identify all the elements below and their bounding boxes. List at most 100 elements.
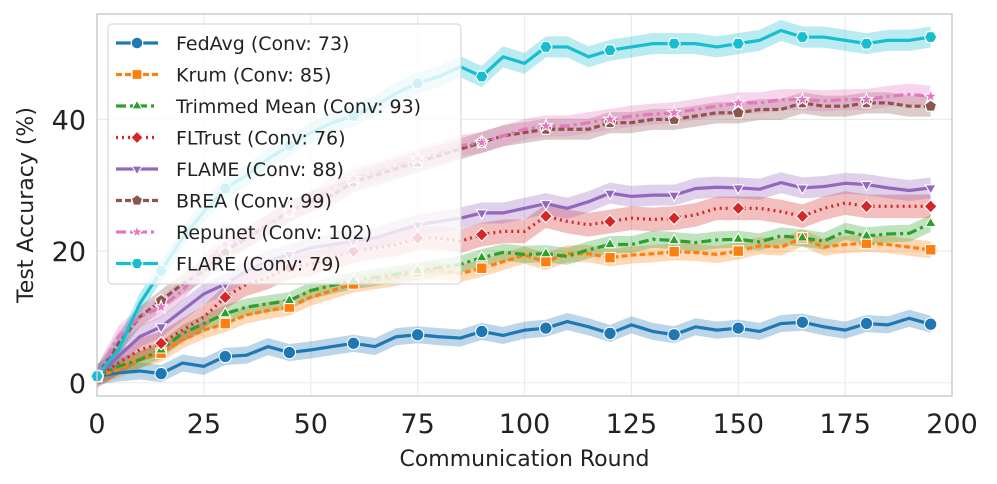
point-fedavg <box>667 327 681 342</box>
y-axis-label: Test Accuracy (%) <box>14 107 39 304</box>
point-fltrust <box>474 227 490 242</box>
point-krum <box>924 243 937 256</box>
legend-marker-krum <box>131 69 143 80</box>
point-fedavg <box>539 321 553 335</box>
legend-marker-flare <box>130 257 144 270</box>
tick-labels: 0 25 50 75 100 125 150 175 200 0 20 40 <box>52 105 978 440</box>
point-flare <box>667 37 681 50</box>
legend-label-brea: BREA (Conv: 99) <box>176 191 332 213</box>
y-tick-label: 40 <box>52 105 86 136</box>
line-fltrust <box>96 201 931 378</box>
point-repunet <box>922 87 939 104</box>
point-fltrust <box>859 199 874 214</box>
legend-label-fedavg: FedAvg (Conv: 73) <box>176 33 349 55</box>
point-flare <box>539 41 553 53</box>
point-trimmed-mean <box>539 246 553 258</box>
line-trimmed-mean <box>96 221 932 378</box>
point-fedavg <box>154 366 168 381</box>
point-flare <box>859 37 874 50</box>
y-tick-label: 0 <box>69 369 86 400</box>
point-repunet <box>730 94 747 110</box>
x-tick-label: 25 <box>187 409 221 440</box>
point-trimmed-mean <box>283 293 296 305</box>
legend-label-trimmed-mean: Trimmed Mean (Conv: 93) <box>175 96 421 118</box>
legend-marker-fltrust <box>130 130 144 145</box>
point-krum <box>540 255 552 268</box>
point-fltrust <box>666 210 682 226</box>
line-fedavg <box>96 316 932 378</box>
point-krum <box>475 262 488 275</box>
point-repunet <box>666 104 683 120</box>
legend-label-repunet: Repunet (Conv: 102) <box>176 222 372 244</box>
point-fedavg <box>474 324 489 339</box>
point-fltrust <box>217 289 233 305</box>
band-flame <box>97 172 931 387</box>
point-trimmed-mean <box>603 237 617 249</box>
point-flare <box>923 31 938 43</box>
legend: FedAvg (Conv: 73) Krum (Conv: 85) Trimmed … <box>107 23 462 285</box>
point-krum <box>732 245 745 257</box>
point-flame <box>603 189 617 201</box>
plot-frame <box>96 13 953 397</box>
band-fltrust <box>97 191 931 389</box>
point-fedavg <box>923 317 938 331</box>
point-brea <box>731 105 745 119</box>
point-flame <box>731 184 745 196</box>
legend-marker-brea <box>130 194 144 206</box>
legend-label-krum: Krum (Conv: 85) <box>176 65 331 87</box>
point-fedavg <box>282 345 297 360</box>
legend-label-fltrust: FLTrust (Conv: 76) <box>176 128 346 150</box>
point-fltrust <box>602 214 618 229</box>
point-repunet <box>794 91 811 107</box>
point-fedavg <box>346 336 361 351</box>
legend-marker-flame <box>131 165 143 176</box>
legend-marker-trimmed-mean <box>131 99 143 110</box>
point-repunet <box>153 298 170 314</box>
point-fltrust <box>538 208 554 224</box>
legend-label-flare: FLARE (Conv: 79) <box>176 254 341 276</box>
point-fedavg <box>859 316 874 331</box>
point-fltrust <box>795 208 810 224</box>
y-tick-label: 20 <box>52 237 86 268</box>
point-flare <box>474 70 489 83</box>
point-flame <box>796 184 809 196</box>
point-fltrust <box>153 336 169 351</box>
point-repunet <box>601 110 619 127</box>
point-brea <box>924 99 938 112</box>
point-krum <box>668 245 680 258</box>
x-axis-label: Communication Round <box>399 447 649 472</box>
point-trimmed-mean <box>667 233 681 245</box>
point-fedavg <box>410 327 425 342</box>
point-trimmed-mean <box>860 228 873 240</box>
point-flare <box>795 31 810 43</box>
point-krum <box>604 251 616 264</box>
point-fedavg <box>603 326 617 341</box>
legend-marker-repunet <box>129 223 145 239</box>
point-trimmed-mean <box>475 250 489 262</box>
point-trimmed-mean <box>796 230 809 242</box>
point-trimmed-mean <box>731 231 745 243</box>
point-repunet <box>858 91 875 107</box>
point-flame <box>475 209 489 221</box>
point-repunet <box>473 133 490 150</box>
line-krum <box>96 236 931 378</box>
legend-label-flame: FLAME (Conv: 88) <box>176 159 344 181</box>
x-tick-label: 150 <box>712 409 764 440</box>
point-trimmed-mean <box>924 216 937 228</box>
point-fedavg <box>795 315 810 329</box>
point-fedavg <box>731 321 745 335</box>
x-tick-label: 200 <box>926 409 978 440</box>
point-flame <box>860 180 873 192</box>
x-tick-label: 100 <box>499 409 551 440</box>
point-krum <box>219 317 232 330</box>
point-flare <box>731 37 746 50</box>
point-repunet <box>537 117 554 133</box>
point-flame <box>154 323 168 335</box>
point-fedavg <box>218 349 233 364</box>
x-tick-label: 75 <box>400 409 434 440</box>
x-tick-label: 0 <box>88 409 105 440</box>
legend-box <box>107 23 462 285</box>
point-flame <box>667 191 681 203</box>
